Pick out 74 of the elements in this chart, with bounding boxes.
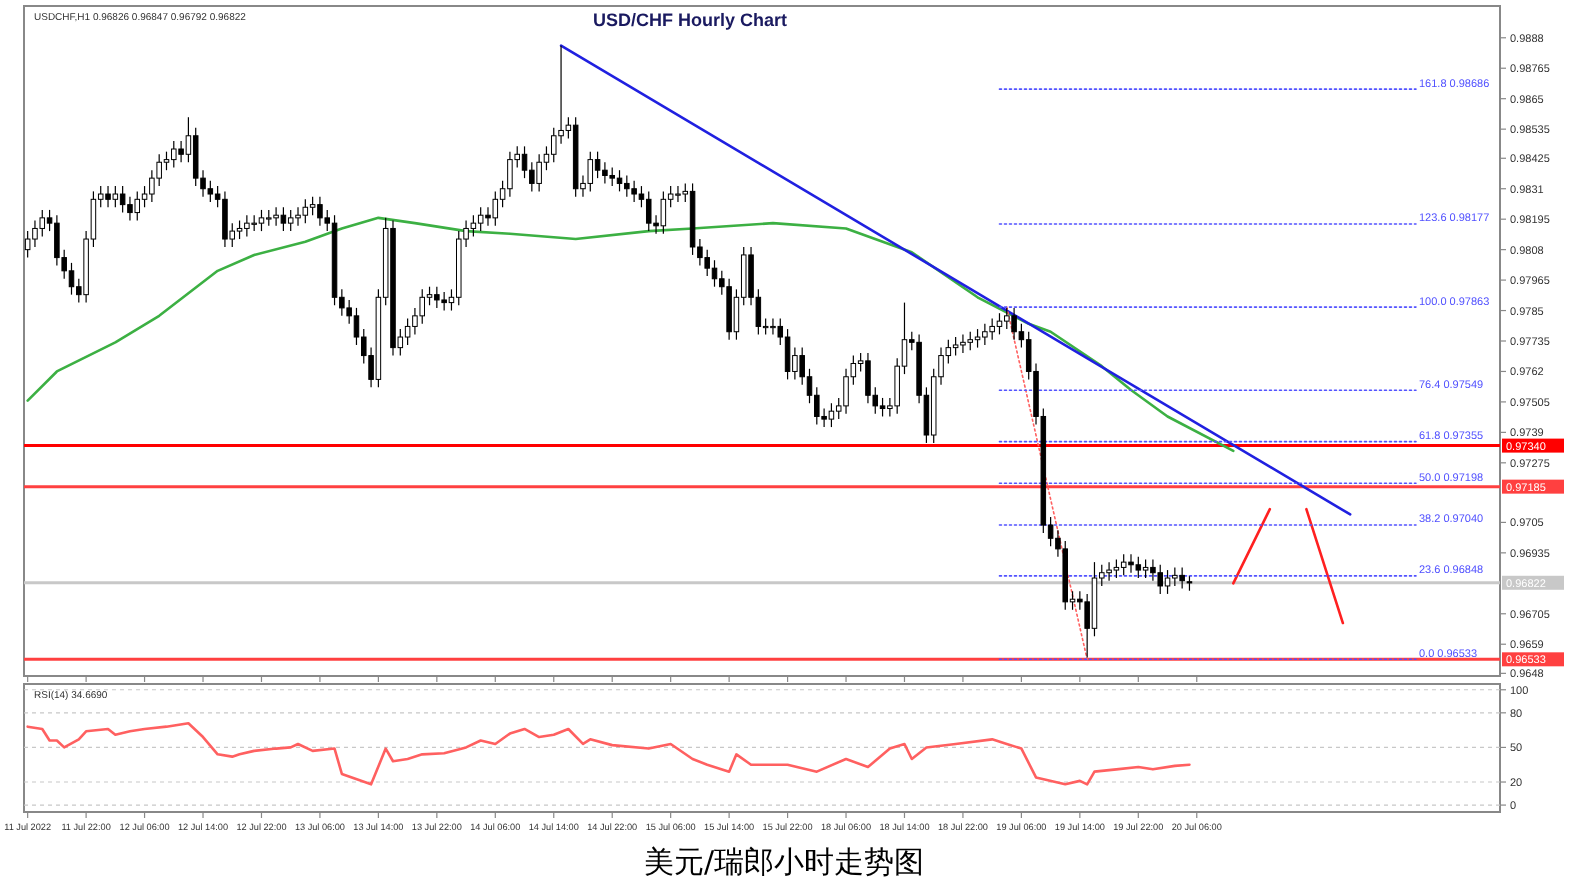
candlestick: [1172, 566, 1178, 587]
candlestick: [171, 140, 177, 169]
candlestick: [1179, 566, 1185, 590]
candlestick: [967, 331, 974, 351]
candlestick: [477, 206, 484, 232]
candlestick: [536, 153, 542, 192]
candlestick: [784, 328, 791, 380]
candlestick: [609, 166, 615, 187]
candlestick: [982, 323, 988, 346]
candlestick: [1113, 558, 1120, 579]
candlestick: [952, 336, 959, 357]
candlestick: [441, 291, 447, 312]
candlestick: [1120, 553, 1127, 576]
candlestick: [134, 190, 141, 222]
candlestick: [149, 169, 155, 203]
candlestick: [645, 190, 652, 232]
candlestick: [726, 278, 732, 341]
candlestick: [492, 190, 499, 227]
candlestick: [68, 262, 75, 296]
candlestick: [1135, 556, 1142, 579]
candlestick: [127, 196, 133, 222]
candlestick: [434, 286, 440, 309]
candlestick: [989, 317, 995, 341]
candlestick: [178, 140, 184, 163]
candlestick: [54, 214, 60, 267]
candlestick: [141, 185, 148, 208]
candlestick: [865, 352, 871, 404]
candlestick: [32, 219, 38, 248]
candlestick: [587, 151, 594, 192]
candlestick: [244, 214, 250, 237]
candlestick: [828, 402, 835, 428]
candlestick: [507, 151, 513, 198]
candlestick: [616, 169, 623, 192]
candlestick: [675, 185, 681, 203]
candlestick: [105, 185, 111, 208]
candlestick: [119, 185, 126, 214]
line-series: [26, 216, 1235, 453]
candlestick: [1011, 307, 1017, 341]
text: 美元/瑞郎小时走势图: [643, 844, 925, 880]
candlestick: [521, 145, 528, 179]
candlestick: [163, 151, 170, 171]
candlestick: [236, 219, 243, 240]
candlestick: [843, 368, 849, 415]
candlestick: [602, 161, 608, 185]
candlestick: [1106, 561, 1112, 582]
candlestick: [287, 209, 294, 232]
candlestick: [631, 180, 637, 203]
candlestick: [317, 196, 323, 227]
candlestick: [1004, 307, 1010, 330]
candlestick: [1150, 558, 1156, 582]
candlestick: [770, 317, 776, 335]
candlestick: [594, 151, 601, 179]
candlestick: [295, 206, 301, 227]
candlestick: [960, 333, 966, 354]
candlestick: [222, 190, 228, 248]
candlestick: [485, 206, 491, 227]
candlestick: [974, 328, 981, 349]
candlestick: [112, 185, 119, 208]
candlestick: [1128, 553, 1134, 574]
candlestick: [309, 196, 316, 216]
candlestick: [1157, 564, 1163, 595]
candlestick: [280, 206, 287, 232]
candlestick: [879, 397, 886, 418]
candlestick: [624, 174, 630, 198]
line-series: [26, 721, 1191, 786]
candlestick: [258, 209, 265, 232]
candlestick: [1142, 558, 1149, 579]
chart-title: USD/CHF Hourly Chart: [592, 10, 788, 30]
candlestick: [660, 190, 667, 235]
candlestick: [529, 161, 535, 192]
candlestick: [302, 198, 309, 224]
candlestick: [273, 206, 279, 227]
candlestick: [1164, 569, 1171, 595]
candlestick: [996, 312, 1003, 335]
